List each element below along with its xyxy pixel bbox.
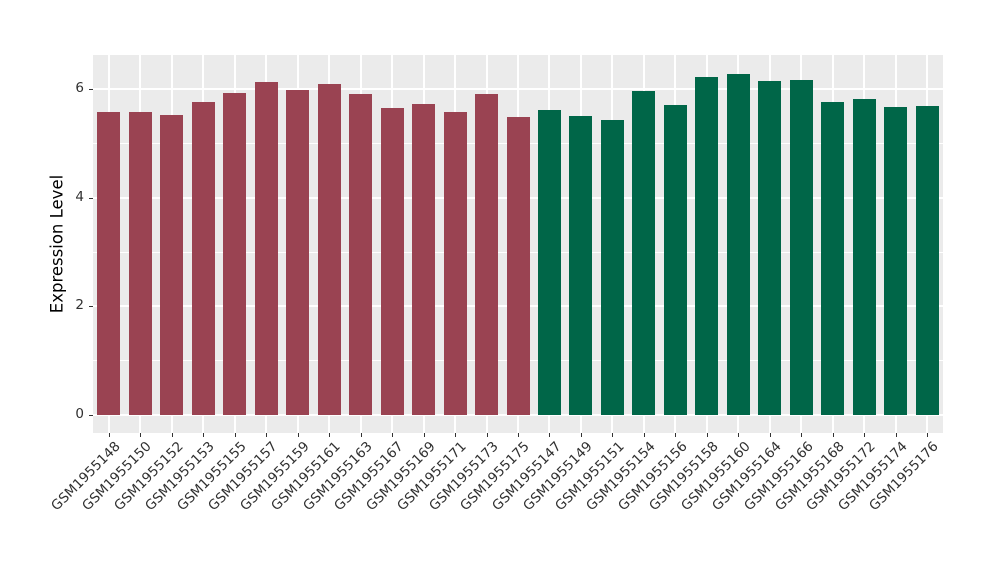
- bar: [97, 112, 121, 415]
- bar: [412, 104, 436, 415]
- y-tick-mark: [89, 89, 93, 91]
- bar: [821, 102, 845, 415]
- bar: [569, 115, 593, 415]
- x-tick-mark: [423, 433, 425, 437]
- x-tick-mark: [706, 433, 708, 437]
- x-tick-mark: [329, 433, 331, 437]
- y-tick-label: 2: [75, 297, 84, 314]
- x-tick-mark: [832, 433, 834, 437]
- x-tick-mark: [864, 433, 866, 437]
- bar: [223, 93, 247, 415]
- bar: [349, 93, 373, 415]
- x-tick-mark: [486, 433, 488, 437]
- bar: [191, 101, 215, 415]
- x-tick-mark: [266, 433, 268, 437]
- x-tick-mark: [518, 433, 519, 437]
- bar: [160, 115, 184, 415]
- bar: [537, 109, 561, 415]
- y-tick-mark: [89, 415, 93, 416]
- x-tick-mark: [234, 433, 236, 437]
- y-tick-label: 0: [75, 406, 84, 422]
- bar: [380, 107, 404, 415]
- bar: [632, 91, 656, 415]
- x-tick-mark: [455, 433, 457, 437]
- bar: [695, 76, 719, 415]
- bar: [789, 79, 813, 415]
- bar: [915, 106, 939, 415]
- bar: [884, 107, 908, 415]
- x-tick-mark: [769, 433, 771, 437]
- x-tick-mark: [580, 433, 582, 437]
- bar: [443, 112, 467, 415]
- x-tick-mark: [392, 433, 394, 437]
- x-tick-mark: [108, 433, 110, 437]
- x-tick-mark: [612, 433, 614, 437]
- y-tick-label: 6: [75, 80, 84, 97]
- y-tick-mark: [89, 197, 93, 199]
- bar: [600, 120, 624, 415]
- x-tick-mark: [801, 433, 803, 437]
- x-tick-mark: [738, 433, 740, 437]
- x-tick-mark: [297, 433, 299, 437]
- y-tick-label: 4: [75, 188, 84, 205]
- x-tick-mark: [549, 433, 551, 437]
- bar: [128, 112, 152, 415]
- bar: [663, 104, 687, 415]
- bar: [475, 94, 499, 415]
- x-tick-mark: [927, 433, 929, 437]
- x-tick-mark: [203, 433, 205, 437]
- y-tick-mark: [89, 306, 93, 308]
- bar: [254, 81, 278, 415]
- bar: [852, 98, 876, 415]
- bar: [506, 116, 530, 415]
- x-tick-mark: [895, 433, 897, 437]
- x-tick-mark: [140, 433, 142, 437]
- x-tick-mark: [643, 433, 645, 437]
- bar: [726, 73, 750, 415]
- x-tick-mark: [360, 433, 362, 437]
- bar: [317, 83, 341, 415]
- bar: [286, 90, 310, 415]
- bar: [758, 80, 782, 415]
- x-tick-mark: [171, 433, 173, 437]
- x-tick-mark: [675, 433, 677, 437]
